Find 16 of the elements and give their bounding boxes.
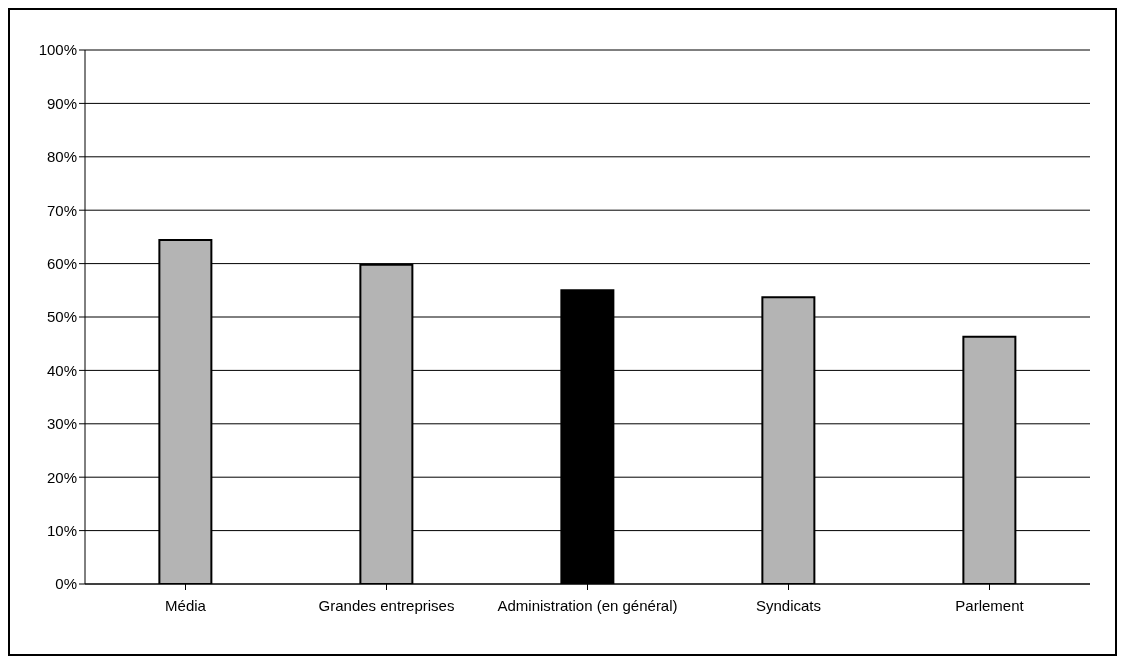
- x-tick-label: Grandes entreprises: [318, 596, 455, 614]
- y-tick-label: 100%: [38, 41, 77, 59]
- y-tick-label: 50%: [46, 308, 77, 326]
- y-tick-label: 90%: [46, 94, 77, 112]
- y-tick-label: 0%: [55, 575, 77, 593]
- x-tick-label: Administration (en général): [497, 596, 678, 614]
- y-tick-label: 60%: [46, 254, 77, 272]
- y-tick-label: 80%: [46, 148, 77, 166]
- y-tick-label: 10%: [46, 521, 77, 539]
- x-tick-label: Média: [165, 596, 207, 614]
- x-tick-label: Parlement: [955, 596, 1025, 614]
- y-tick-label: 70%: [46, 201, 77, 219]
- y-tick-label: 20%: [46, 468, 77, 486]
- y-tick-label: 30%: [46, 415, 77, 433]
- x-tick-label: Syndicats: [755, 596, 822, 614]
- y-tick-label: 40%: [46, 361, 77, 379]
